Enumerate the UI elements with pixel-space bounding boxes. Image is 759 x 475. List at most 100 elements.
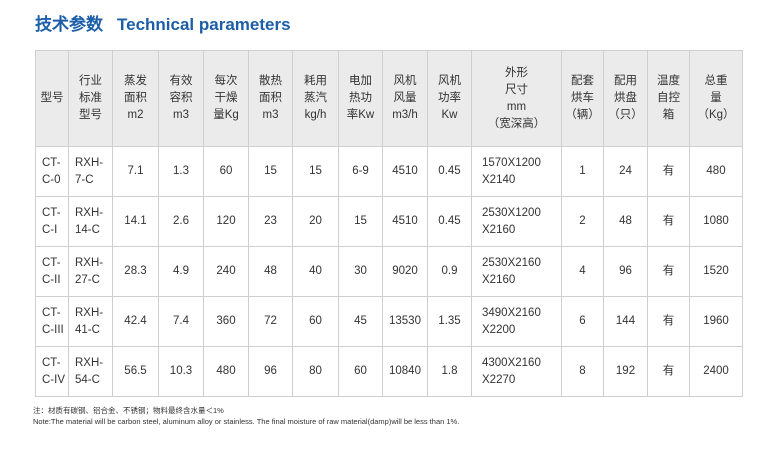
cell-line: 量 [710, 92, 722, 104]
note-line: 注：材质有碳钢、铝合金、不锈钢；物料最终含水量＜1% [33, 406, 224, 415]
table-cell: 48 [603, 196, 648, 247]
table-cell: 1.3 [158, 146, 204, 197]
table-cell: 0.45 [427, 196, 472, 247]
cell-line: 行业 [79, 75, 102, 87]
cell-line: C-IV [42, 373, 65, 386]
table-cell: 360 [203, 296, 249, 347]
table-cell: 40 [292, 246, 339, 297]
column-header: 风机 风量 m3/h [382, 50, 428, 147]
column-header: 温度 自控箱 [647, 50, 690, 147]
cell-line: 蒸汽 [304, 92, 327, 104]
table-cell: 60 [203, 146, 249, 197]
cell-line: m3/h [392, 109, 418, 121]
table-cell: 60 [338, 346, 383, 397]
table-cell: 13530 [382, 296, 428, 347]
cell-line: （只） [608, 109, 643, 121]
cell-line: 烘车 [571, 92, 594, 104]
cell-line: X2160 [482, 273, 516, 286]
table-cell: 10.3 [158, 346, 204, 397]
table-cell: 480 [203, 346, 249, 397]
column-header: 耗用 蒸汽 kg/h [292, 50, 339, 147]
parameters-table: 型号 行业 标准 型号 蒸发 面积 m2 有效 容积 m3 每次 干燥 量Kg 散热 面积 m3 耗用 蒸汽 kg/… [35, 50, 743, 397]
cell-line: CT- [42, 256, 61, 269]
cell-line: RXH- [75, 356, 104, 369]
cell-line: 容积 [169, 92, 193, 104]
cell-line: 面积 [124, 92, 147, 104]
table-cell: RXH- 7-C [68, 146, 113, 197]
table-body: CT- C-0 RXH- 7-C 7.1 1.3 60 15 15 6-9 4510 0.45 1570… [35, 146, 743, 397]
table-row: CT- C-III RXH- 41-C 42.4 7.4 360 72 60 45 13530 1.3… [35, 296, 743, 347]
cell-line: 2530X1200 [482, 206, 541, 219]
cell-line: 每次 [214, 75, 238, 87]
column-header: 型号 [35, 50, 69, 147]
table-cell: 有 [647, 196, 690, 247]
table-row: CT- C-II RXH- 27-C 28.3 4.9 240 48 40 30 9020 0.9 25… [35, 246, 743, 297]
column-header: 散热 面积 m3 [248, 50, 293, 147]
table-cell: RXH- 14-C [68, 196, 113, 247]
cell-line: 7-C [75, 173, 94, 186]
cell-line: 54-C [75, 373, 100, 386]
table-cell: 4510 [382, 146, 428, 197]
cell-line: （辆） [565, 109, 600, 121]
cell-line: 外形 [505, 66, 528, 79]
table-cell: 0.45 [427, 146, 472, 197]
cell-line: 1570X1200 [482, 156, 541, 169]
table-cell: RXH- 54-C [68, 346, 113, 397]
table-cell: 6 [561, 296, 604, 347]
column-header: 每次 干燥 量Kg [203, 50, 249, 147]
cell-line: kg/h [304, 109, 327, 121]
cell-line: RXH- [75, 306, 104, 319]
table-cell: CT- C-I [35, 196, 69, 247]
cell-line: 27-C [75, 273, 100, 286]
table-cell: 1.8 [427, 346, 472, 397]
table-cell: 1520 [689, 246, 743, 297]
table-cell: 15 [248, 146, 293, 197]
table-cell: 4300X2160 X2270 [471, 346, 562, 397]
table-cell: 0.9 [427, 246, 472, 297]
cell-line: C-II [42, 273, 61, 286]
header-row: 型号 行业 标准 型号 蒸发 面积 m2 有效 容积 m3 每次 干燥 量Kg 散热 面积 m3 耗用 蒸汽 kg/… [35, 50, 743, 147]
table-cell: CT- C-0 [35, 146, 69, 197]
table-cell: 有 [647, 146, 690, 197]
table-row: CT- C-I RXH- 14-C 14.1 2.6 120 23 20 15 4510 0.45 25… [35, 196, 743, 247]
cell-line: 14-C [75, 223, 100, 236]
column-header: 风机 功率 Kw [427, 50, 472, 147]
table-cell: 有 [647, 296, 690, 347]
cell-line: 风量 [393, 92, 417, 104]
cell-line: X2140 [482, 173, 516, 186]
title-zh: 技术参数 [35, 15, 103, 34]
cell-line: C-0 [42, 173, 61, 186]
cell-line: 电加 [349, 75, 372, 87]
table-cell: 有 [647, 246, 690, 297]
cell-line: CT- [42, 206, 61, 219]
table-cell: 6-9 [338, 146, 383, 197]
cell-line: Kw [441, 109, 458, 121]
cell-line: 率Kw [346, 109, 375, 121]
cell-line: C-III [42, 323, 64, 336]
column-header: 总重量 （Kg） [689, 50, 743, 147]
cell-line: m2 [127, 109, 144, 121]
table-cell: 4 [561, 246, 604, 297]
table-cell: 1.35 [427, 296, 472, 347]
title-en: Technical parameters [117, 15, 291, 34]
table-cell: CT- C-II [35, 246, 69, 297]
table-cell: 60 [292, 296, 339, 347]
table-cell: 20 [292, 196, 339, 247]
cell-line: 温度 [657, 75, 680, 87]
table-cell: CT- C-IV [35, 346, 69, 397]
column-header: 行业 标准 型号 [68, 50, 113, 147]
table-cell: 2530X2160 X2160 [471, 246, 562, 297]
table-cell: 14.1 [112, 196, 159, 247]
table-head: 型号 行业 标准 型号 蒸发 面积 m2 有效 容积 m3 每次 干燥 量Kg 散热 面积 m3 耗用 蒸汽 kg/… [35, 50, 743, 147]
table-row: CT- C-0 RXH- 7-C 7.1 1.3 60 15 15 6-9 4510 0.45 1570… [35, 146, 743, 197]
cell-line: RXH- [75, 256, 104, 269]
table-cell: 8 [561, 346, 604, 397]
table-cell: 7.1 [112, 146, 159, 197]
cell-line: X2160 [482, 223, 516, 236]
cell-line: 热功 [349, 92, 372, 104]
cell-line: RXH- [75, 156, 104, 169]
table-cell: 9020 [382, 246, 428, 297]
cell-line: 3490X2160 [482, 306, 541, 319]
cell-line: 尺寸 [505, 83, 528, 96]
